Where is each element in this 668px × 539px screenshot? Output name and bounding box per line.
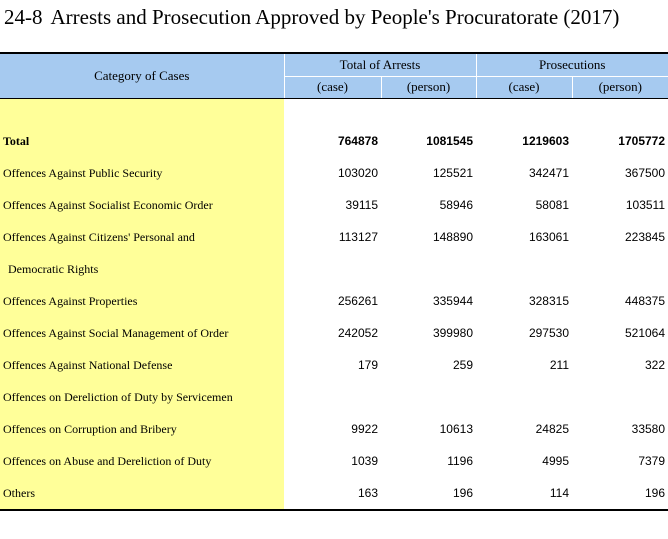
- row-label: Offences Against Citizens' Personal and: [0, 221, 284, 253]
- cell-value: 7379: [638, 454, 666, 468]
- header-category: Category of Cases: [0, 52, 285, 99]
- cell-value: 148890: [432, 230, 473, 244]
- table-row: Offences Against Socialist Economic Orde…: [0, 189, 668, 221]
- cell-value: 125521: [432, 166, 473, 180]
- row-label: Offences Against Properties: [0, 285, 284, 317]
- table-number: 24-8: [4, 5, 43, 29]
- table-row: Offences Against Properties 256261 33594…: [0, 285, 668, 317]
- row-label: Offences on Dereliction of Duty by Servi…: [0, 381, 284, 413]
- header-unit-person: (person): [381, 76, 477, 99]
- row-label: Offences on Corruption and Bribery: [0, 413, 284, 445]
- cell-value: [284, 253, 381, 285]
- table-title: Arrests and Prosecution Approved by Peop…: [50, 5, 620, 29]
- cell-value: 335944: [432, 294, 473, 308]
- row-label: Offences Against National Defense: [0, 349, 284, 381]
- row-label: Offences on Abuse and Dereliction of Dut…: [0, 445, 284, 477]
- cell-value: 163061: [528, 230, 569, 244]
- row-label: Offences Against Socialist Economic Orde…: [0, 189, 284, 221]
- cell-value: 58946: [439, 198, 473, 212]
- cell-value: 1219603: [522, 134, 569, 148]
- row-label: Offences Against Social Management of Or…: [0, 317, 284, 349]
- cell-value: 521064: [624, 326, 666, 340]
- header-unit-case: (case): [476, 76, 573, 99]
- cell-value: 103511: [625, 198, 666, 212]
- cell-value: 103020: [337, 166, 378, 180]
- cell-value: 10613: [439, 422, 473, 436]
- cell-value: 259: [452, 358, 473, 372]
- cell-value: 242052: [337, 326, 378, 340]
- cell-value: 24825: [535, 422, 569, 436]
- cell-value: [284, 381, 381, 413]
- cell-value: 1081545: [426, 134, 473, 148]
- cell-value: 4995: [542, 454, 569, 468]
- table-row: Offences Against Public Security 103020 …: [0, 157, 668, 189]
- cell-value: 223845: [624, 230, 666, 244]
- cell-value: [572, 253, 668, 285]
- cell-value: 322: [644, 358, 666, 372]
- data-table: Category of Cases Total of Arrests Prose…: [0, 52, 668, 511]
- cell-value: 179: [357, 358, 378, 372]
- cell-value: 367500: [624, 166, 666, 180]
- cell-value: 114: [476, 477, 572, 511]
- header-prosecutions: Prosecutions: [476, 52, 668, 77]
- header-unit-case: (case): [284, 76, 382, 99]
- cell-value: 39115: [345, 198, 378, 212]
- table-row: Democratic Rights: [0, 253, 668, 285]
- cell-value: 196: [381, 477, 476, 511]
- row-label: Democratic Rights: [0, 253, 284, 285]
- spacer-row: [0, 98, 668, 125]
- cell-value: 1705772: [618, 134, 666, 148]
- table-row: Total 764878 1081545 1219603 1705772: [0, 125, 668, 157]
- table-row: Others 163 196 114 196: [0, 477, 668, 511]
- row-label: Offences Against Public Security: [0, 157, 284, 189]
- header-total-arrests: Total of Arrests: [284, 52, 477, 77]
- cell-value: 256261: [337, 294, 378, 308]
- cell-value: 328315: [528, 294, 569, 308]
- cell-value: [572, 381, 668, 413]
- cell-value: 211: [549, 358, 569, 372]
- cell-value: 297530: [528, 326, 569, 340]
- cell-value: 196: [572, 477, 668, 511]
- page-title: 24-8 Arrests and Prosecution Approved by …: [4, 5, 619, 30]
- cell-value: 1039: [351, 454, 378, 468]
- table-row: Offences on Corruption and Bribery 9922 …: [0, 413, 668, 445]
- cell-value: 58081: [535, 198, 569, 212]
- cell-value: [476, 253, 572, 285]
- row-label: Others: [0, 477, 284, 511]
- cell-value: 764878: [337, 134, 378, 148]
- cell-value: 399980: [432, 326, 473, 340]
- cell-value: [476, 381, 572, 413]
- row-label: Total: [0, 125, 284, 157]
- cell-value: 342471: [528, 166, 569, 180]
- table-row: Offences on Abuse and Dereliction of Dut…: [0, 445, 668, 477]
- table-row: Offences Against National Defense 179 25…: [0, 349, 668, 381]
- cell-value: 163: [284, 477, 381, 511]
- header-unit-person: (person): [572, 76, 668, 99]
- table-row: Offences on Dereliction of Duty by Servi…: [0, 381, 668, 413]
- cell-value: 448375: [624, 294, 666, 308]
- cell-value: 9922: [351, 422, 378, 436]
- cell-value: [381, 253, 476, 285]
- cell-value: 1196: [447, 454, 473, 468]
- cell-value: 113127: [338, 230, 378, 244]
- cell-value: [381, 381, 476, 413]
- table-row: Offences Against Social Management of Or…: [0, 317, 668, 349]
- cell-value: 33580: [631, 422, 666, 436]
- table-row: Offences Against Citizens' Personal and …: [0, 221, 668, 253]
